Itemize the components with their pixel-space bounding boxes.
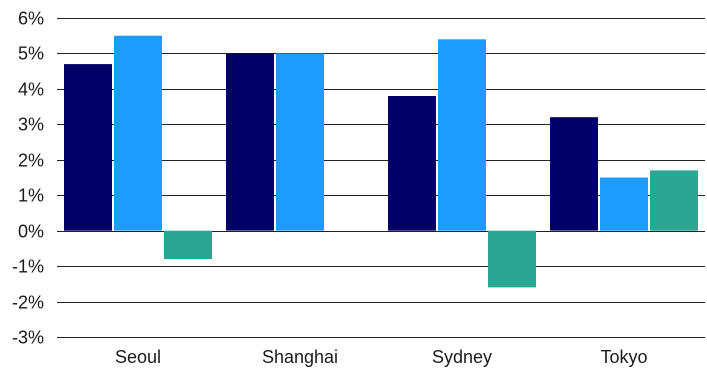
y-axis-labels: 6% 5% 4% 3% 2% 1% 0% -1% -2% -3%: [12, 9, 44, 348]
bar-sydney-series-3: [488, 230, 536, 288]
bar-sydney-series-1: [388, 96, 436, 231]
y-tick-label: 3%: [18, 115, 44, 135]
y-tick-label: -2%: [12, 293, 44, 313]
x-tick-label-sydney: Sydney: [432, 347, 492, 367]
y-tick-label: 6%: [18, 9, 44, 29]
bar-seoul-series-1: [64, 64, 112, 231]
bar-tokyo-series-3: [650, 170, 698, 231]
y-tick-label: -1%: [12, 257, 44, 277]
bar-shanghai-series-1: [226, 53, 274, 231]
y-tick-label: -3%: [12, 328, 44, 348]
bar-sydney-series-2: [438, 39, 486, 231]
bars: [64, 35, 698, 288]
y-tick-label: 5%: [18, 44, 44, 64]
bar-seoul-series-3: [164, 230, 212, 260]
x-axis-labels: Seoul Shanghai Sydney Tokyo: [115, 347, 648, 367]
y-tick-label: 1%: [18, 186, 44, 206]
bar-tokyo-series-2: [600, 177, 648, 231]
y-tick-label: 2%: [18, 151, 44, 171]
x-tick-label-tokyo: Tokyo: [600, 347, 647, 367]
bar-shanghai-series-2: [276, 53, 324, 231]
bar-tokyo-series-1: [550, 117, 598, 231]
bar-seoul-series-2: [114, 35, 162, 231]
y-tick-label: 0%: [18, 222, 44, 242]
x-tick-label-seoul: Seoul: [115, 347, 161, 367]
x-tick-label-shanghai: Shanghai: [262, 347, 338, 367]
y-tick-label: 4%: [18, 80, 44, 100]
